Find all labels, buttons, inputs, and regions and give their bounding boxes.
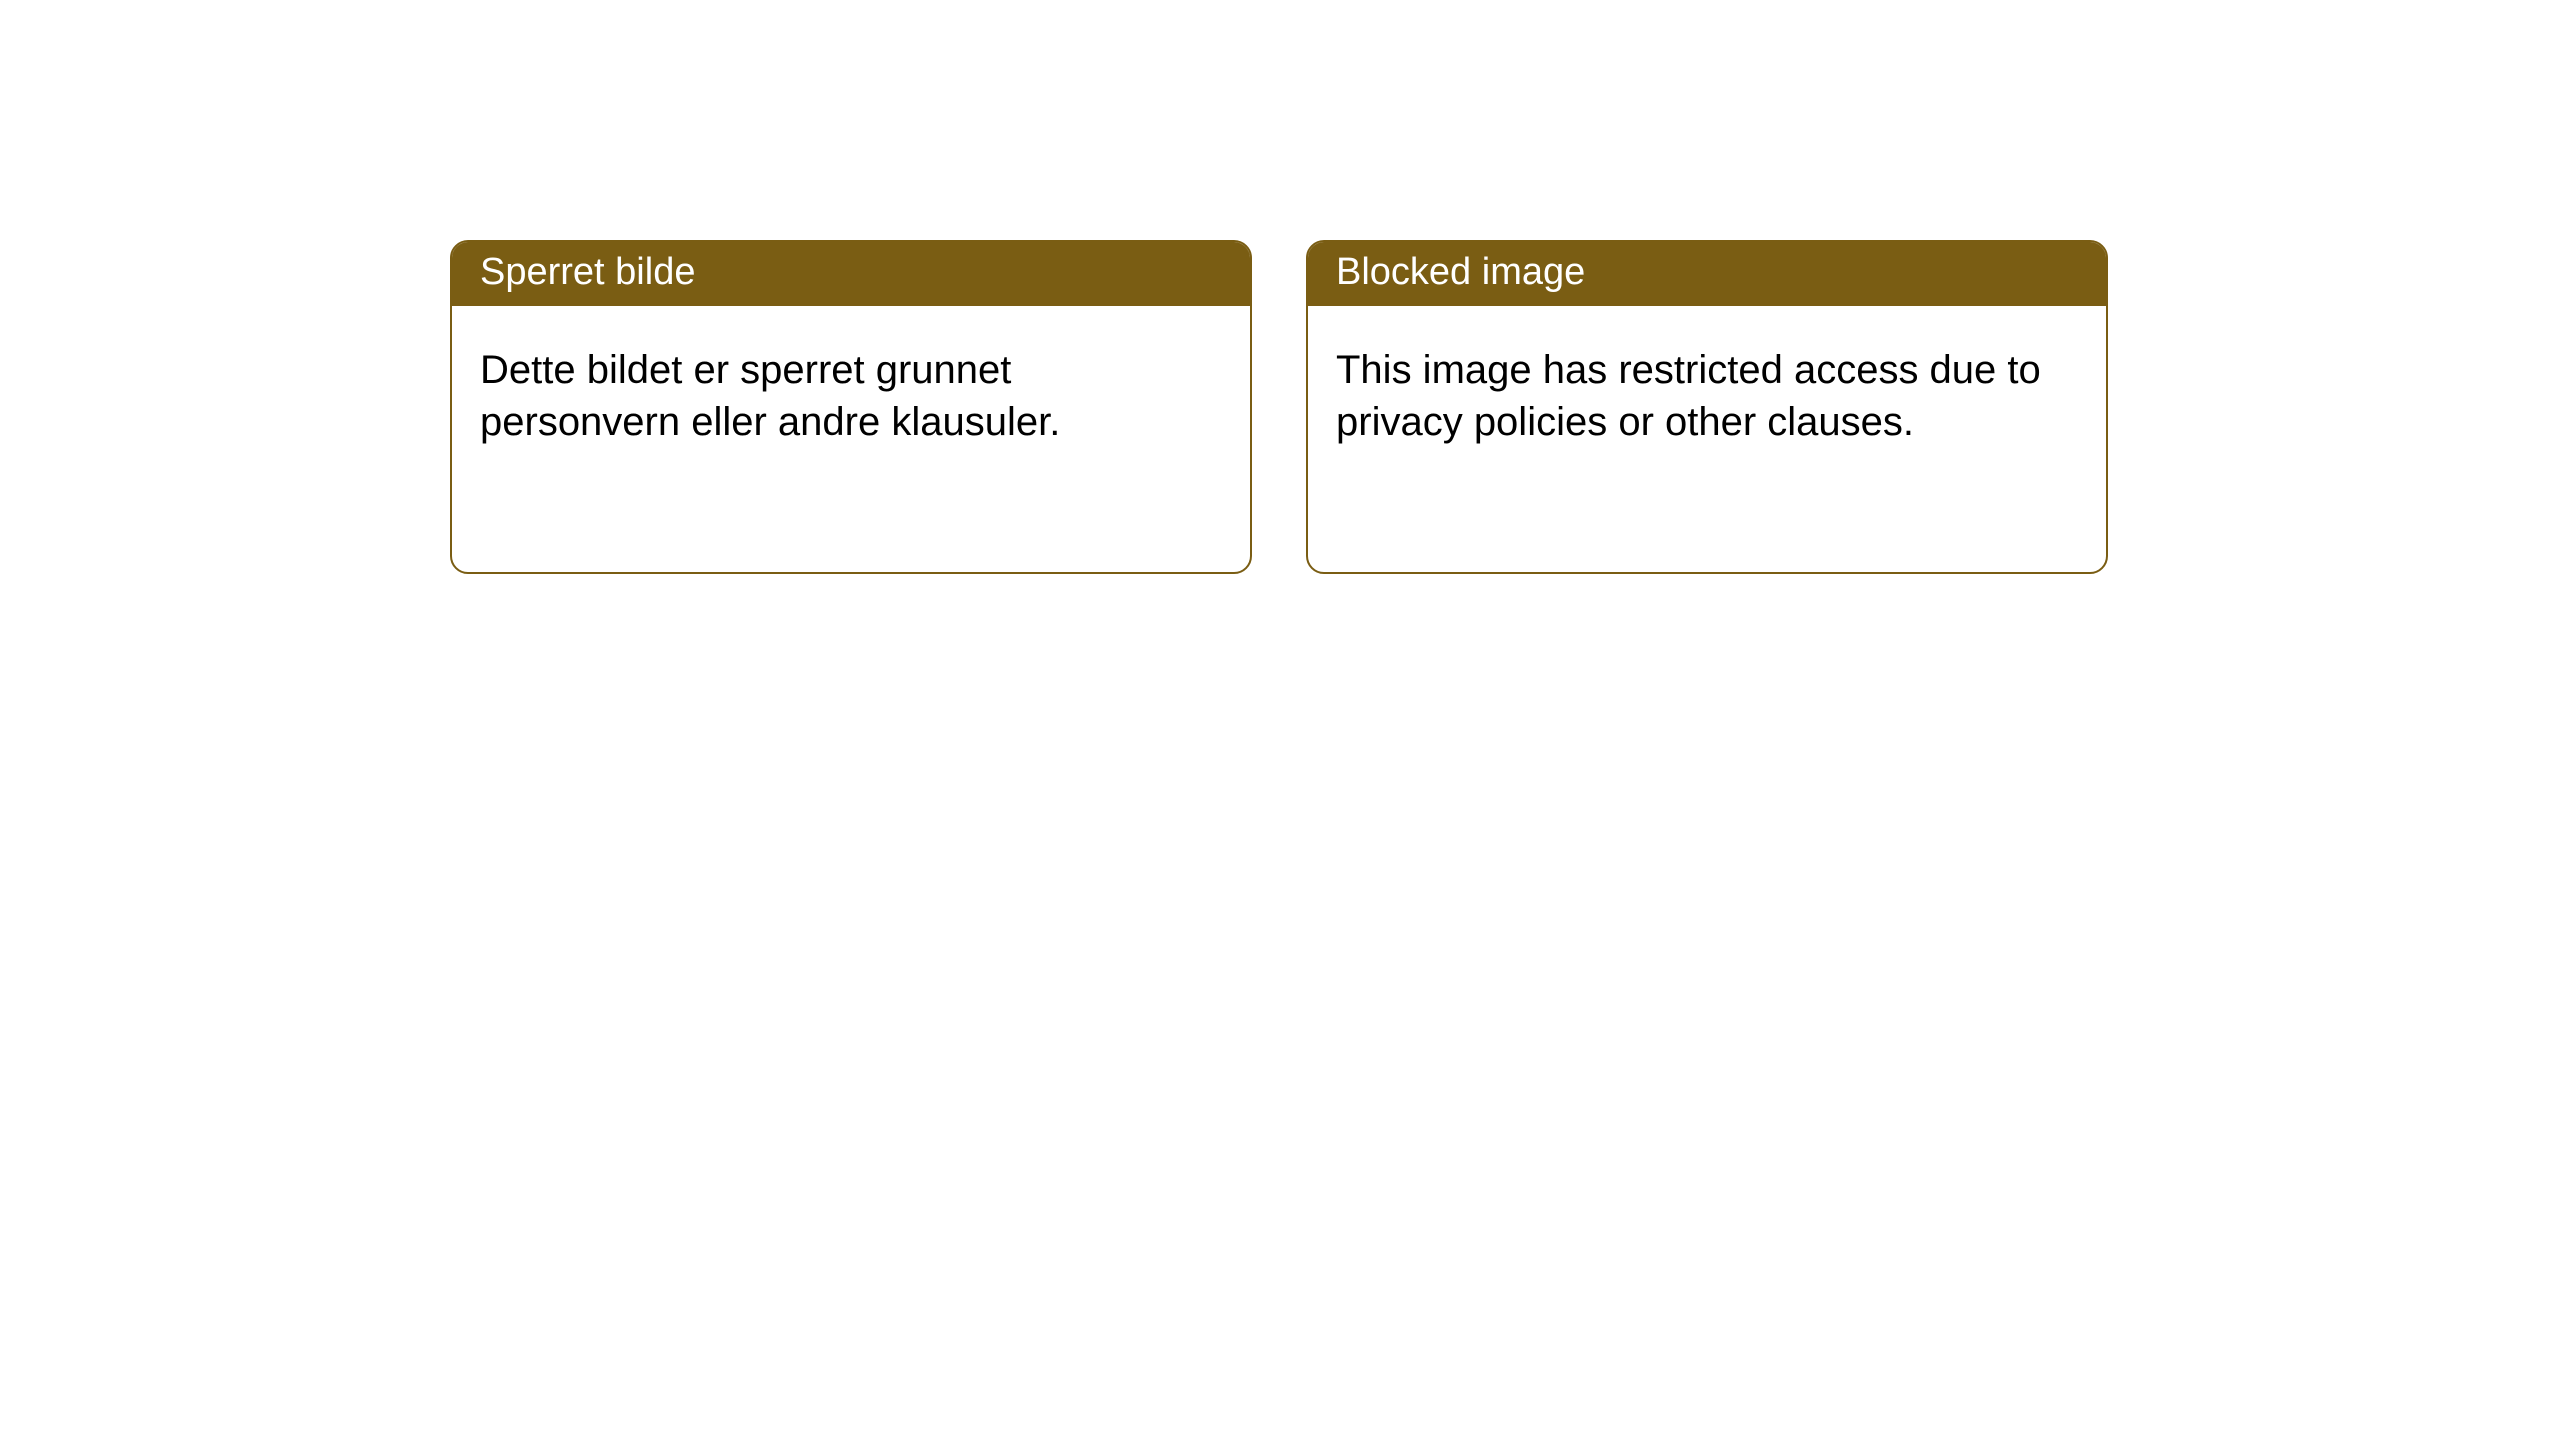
notice-card-norwegian: Sperret bilde Dette bildet er sperret gr… [450,240,1252,574]
notice-card-english: Blocked image This image has restricted … [1306,240,2108,574]
notice-body: This image has restricted access due to … [1308,306,2106,476]
notice-title: Blocked image [1308,242,2106,306]
notice-container: Sperret bilde Dette bildet er sperret gr… [0,0,2560,574]
notice-body: Dette bildet er sperret grunnet personve… [452,306,1250,476]
notice-title: Sperret bilde [452,242,1250,306]
